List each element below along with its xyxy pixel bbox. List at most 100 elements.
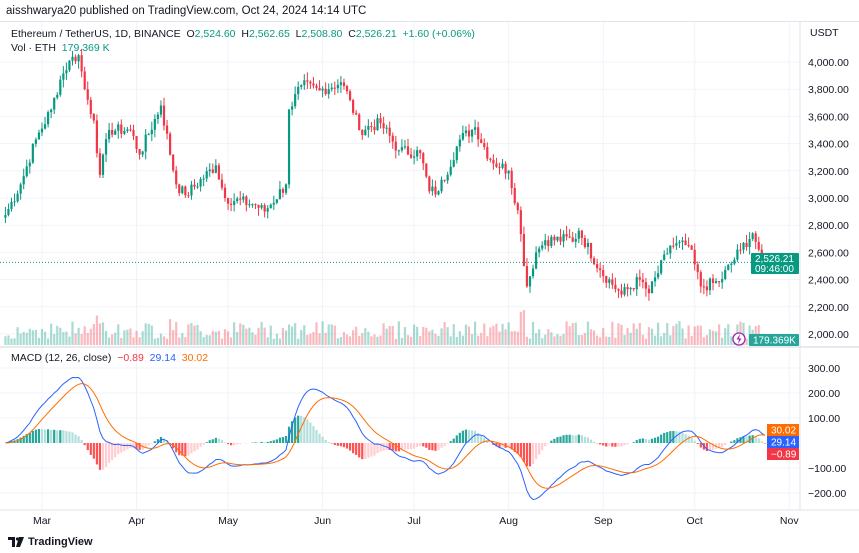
- candle-body: [291, 106, 294, 110]
- volume-bar: [397, 321, 400, 345]
- alert-icon[interactable]: [732, 332, 746, 346]
- macd-histogram-bar: [431, 443, 434, 451]
- candle-body: [391, 135, 394, 142]
- candle-body: [208, 169, 211, 172]
- macd-histogram-bar: [269, 441, 272, 443]
- macd-histogram-bar: [333, 443, 336, 445]
- volume-bar: [724, 328, 727, 345]
- candle-body: [104, 139, 108, 155]
- macd-histogram-bar: [528, 443, 532, 467]
- candle-body: [336, 84, 339, 89]
- candle-body: [589, 242, 593, 259]
- macd-hist-value: −0.89: [117, 352, 144, 364]
- time-tick-label: Aug: [499, 515, 518, 527]
- macd-histogram-bar: [382, 443, 385, 451]
- candle-body: [504, 163, 507, 174]
- macd-lines: [5, 376, 766, 501]
- signal-badge: 30.02: [771, 426, 796, 437]
- candle-body: [230, 203, 233, 205]
- candle-body: [602, 270, 605, 276]
- volume-bar: [19, 333, 22, 345]
- macd-histogram-bar: [586, 437, 590, 443]
- macd-legend: MACD (12, 26, close) −0.89 29.14 30.02: [11, 352, 208, 364]
- macd-histogram-bar: [199, 443, 202, 447]
- macd-title[interactable]: MACD (12, 26, close): [11, 352, 112, 364]
- macd-histogram-bar: [376, 443, 379, 454]
- candle-body: [480, 139, 483, 144]
- macd-histogram-bar: [611, 443, 614, 447]
- volume-bar: [669, 335, 672, 345]
- candle-body: [657, 273, 660, 278]
- macd-histogram-bar: [477, 433, 480, 443]
- candle-body: [126, 129, 129, 131]
- volume-bar: [464, 324, 468, 345]
- time-tick-label: Mar: [33, 515, 52, 527]
- volume-bar: [34, 329, 37, 345]
- volume-bar: [89, 328, 92, 345]
- macd-histogram-bar: [37, 429, 41, 443]
- candle-body: [416, 150, 419, 157]
- candle-body: [553, 236, 556, 241]
- candle-body: [37, 132, 41, 140]
- volume-bar: [413, 324, 416, 345]
- candle-body: [315, 85, 318, 88]
- time-tick-label: Sep: [594, 515, 613, 527]
- macd-histogram-bar: [208, 440, 211, 443]
- macd-tick-label: −200.00: [808, 488, 846, 500]
- symbol-name[interactable]: Ethereum / TetherUS, 1D, BINANCE: [11, 28, 181, 40]
- candle-body: [370, 126, 373, 128]
- macd-histogram-bar: [342, 443, 346, 448]
- macd-histogram-bar: [681, 432, 684, 443]
- volume-bar: [306, 334, 309, 345]
- macd-histogram-bar: [644, 438, 647, 443]
- macd-histogram-bar: [403, 443, 407, 450]
- candle-body: [202, 178, 205, 180]
- candle-body: [65, 70, 68, 74]
- candle-body: [83, 71, 86, 90]
- macd-histogram-bar: [657, 436, 660, 443]
- macd-histogram-bar: [284, 435, 288, 443]
- volume-bar: [541, 338, 544, 345]
- volume-bar: [214, 331, 217, 345]
- macd-histogram-bar: [62, 430, 65, 443]
- volume-bar: [108, 337, 111, 345]
- macd-histogram-bar: [111, 443, 114, 461]
- volume-bar: [513, 330, 516, 345]
- candle-body: [7, 208, 10, 215]
- tradingview-logo[interactable]: TradingView: [8, 536, 93, 548]
- macd-badges: 30.02 29.14 −0.89: [767, 424, 799, 461]
- candle-body: [544, 240, 547, 246]
- macd-histogram-bar: [620, 443, 623, 447]
- candle-body: [394, 141, 397, 151]
- macd-histogram-bar: [589, 439, 593, 443]
- macd-histogram-bar: [352, 443, 355, 454]
- volume-bar: [95, 315, 98, 345]
- volume-bar: [22, 331, 25, 345]
- macd-histogram-bar: [635, 440, 638, 443]
- price-badge-value: 2,526.21: [755, 254, 794, 265]
- candle-body: [150, 129, 153, 135]
- macd-histogram-bar: [535, 443, 538, 460]
- volume-label[interactable]: Vol · ETH: [11, 42, 56, 54]
- candle-body: [721, 278, 724, 283]
- macd-histogram-bar: [358, 443, 361, 458]
- macd-histogram-bar: [336, 443, 339, 446]
- candle-body: [233, 201, 236, 205]
- volume-bar: [483, 323, 486, 345]
- candle-body: [675, 243, 678, 246]
- volume-bar: [580, 334, 583, 345]
- volume-bar: [162, 336, 166, 345]
- candle-body: [739, 249, 742, 251]
- volume-bar: [266, 337, 269, 345]
- volume-bar: [217, 330, 220, 345]
- volume-bar: [260, 321, 263, 345]
- volume-bar: [196, 324, 199, 345]
- volume-bar: [690, 335, 693, 345]
- macd-histogram-bar: [193, 443, 196, 452]
- macd-histogram-bar: [599, 443, 602, 445]
- candle-body: [10, 202, 13, 209]
- volume-bar: [278, 338, 281, 345]
- macd-histogram-bar: [95, 443, 98, 465]
- macd-histogram-bar: [562, 435, 565, 443]
